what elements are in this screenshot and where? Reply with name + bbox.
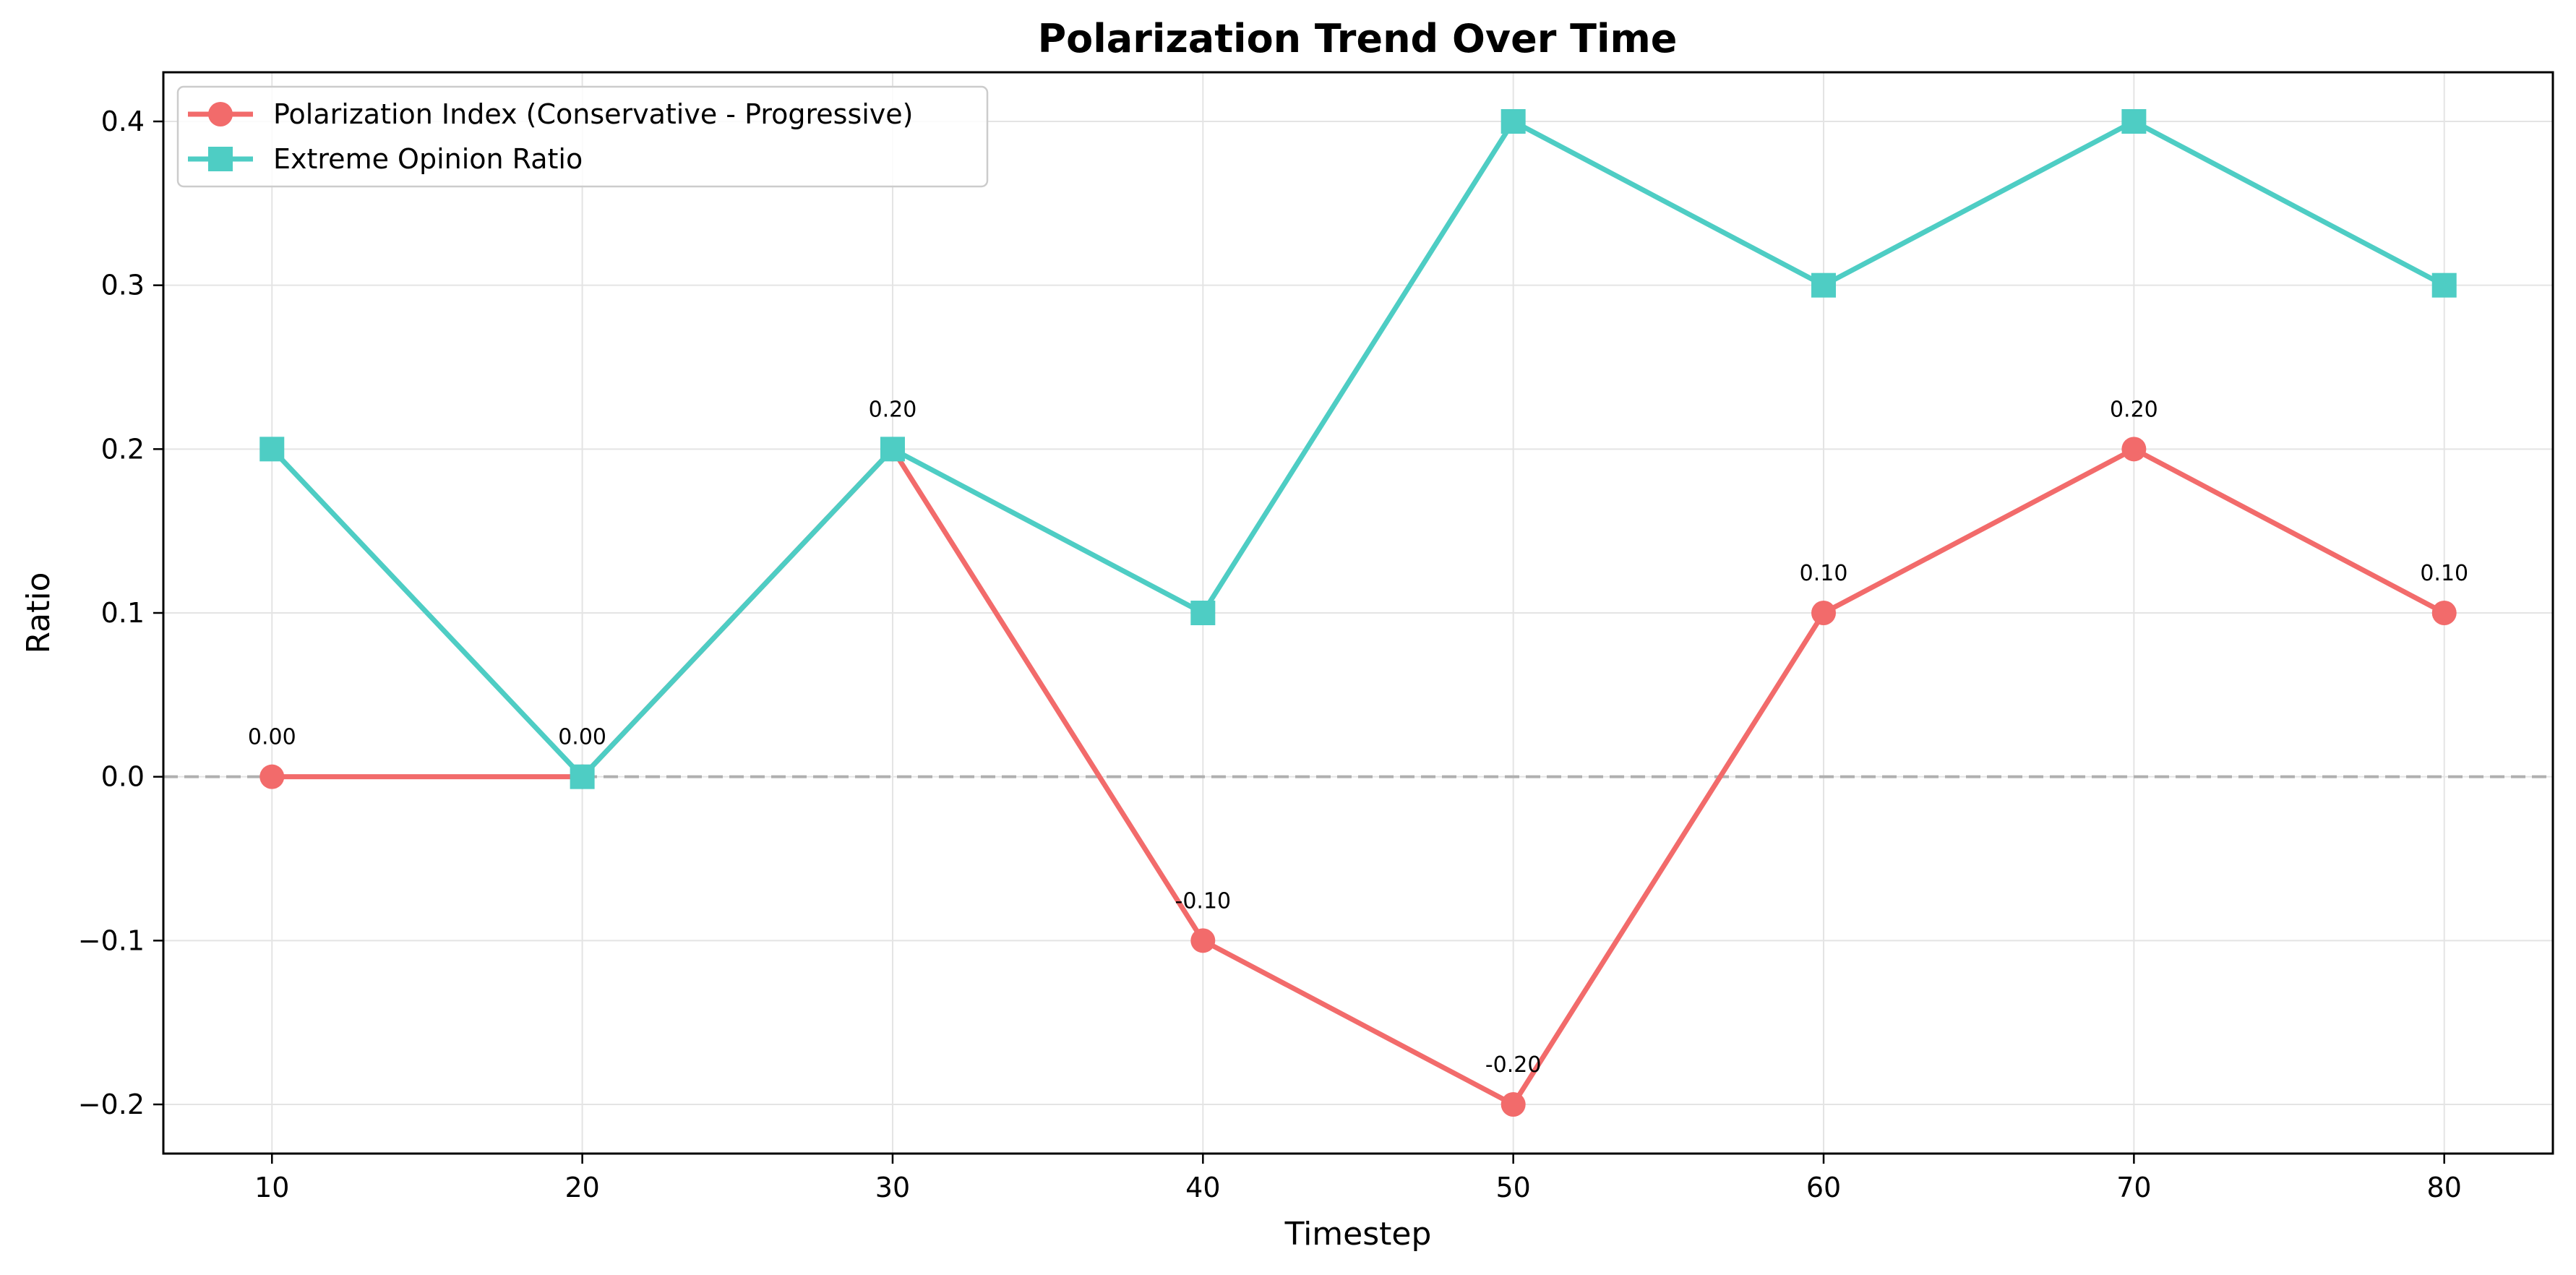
data-point bbox=[2431, 601, 2457, 625]
legend-label: Polarization Index (Conservative - Progr… bbox=[273, 98, 914, 130]
legend-item: Polarization Index (Conservative - Progr… bbox=[188, 98, 914, 130]
y-tick-label: 0.2 bbox=[101, 433, 145, 465]
y-axis-label: Ratio bbox=[20, 572, 57, 654]
x-tick-label: 20 bbox=[564, 1172, 599, 1203]
legend-marker bbox=[208, 102, 233, 126]
data-point bbox=[2121, 437, 2147, 462]
y-tick-label: 0.4 bbox=[101, 106, 145, 137]
x-tick-label: 30 bbox=[875, 1172, 910, 1203]
series-1 bbox=[259, 109, 2457, 789]
chart-title: Polarization Trend Over Time bbox=[1038, 16, 1678, 61]
x-tick-label: 10 bbox=[254, 1172, 289, 1203]
x-tick-label: 40 bbox=[1185, 1172, 1220, 1203]
x-tick-label: 60 bbox=[1806, 1172, 1841, 1203]
data-label: 0.10 bbox=[2420, 561, 2468, 586]
data-point bbox=[1190, 928, 1216, 953]
data-label: 0.20 bbox=[2110, 397, 2158, 422]
data-point bbox=[259, 437, 285, 462]
data-point bbox=[2121, 109, 2147, 134]
data-label: 0.20 bbox=[869, 397, 917, 422]
series-line bbox=[270, 119, 2446, 780]
data-label: -0.20 bbox=[1485, 1052, 1542, 1078]
data-label: -0.10 bbox=[1175, 888, 1232, 914]
y-tick-label: 0.1 bbox=[101, 597, 145, 629]
y-tick-label: 0.3 bbox=[101, 270, 145, 301]
legend-label: Extreme Opinion Ratio bbox=[273, 143, 583, 175]
data-point bbox=[1811, 272, 1837, 298]
x-tick-label: 80 bbox=[2427, 1172, 2462, 1203]
data-label: 0.00 bbox=[558, 725, 606, 750]
data-point bbox=[1500, 109, 1526, 134]
data-point bbox=[570, 764, 595, 789]
data-point bbox=[259, 764, 285, 789]
data-label: 0.10 bbox=[1800, 561, 1848, 586]
data-point bbox=[880, 437, 905, 462]
data-point bbox=[1811, 601, 1837, 625]
y-axis: −0.2 −0.1 0.0 0.1 0.2 0.3 0.4 bbox=[78, 106, 163, 1120]
x-tick-label: 70 bbox=[2116, 1172, 2151, 1203]
data-label: 0.00 bbox=[248, 725, 296, 750]
y-tick-label: −0.2 bbox=[78, 1089, 145, 1120]
y-tick-label: 0.0 bbox=[101, 761, 145, 793]
data-point bbox=[2431, 272, 2457, 298]
legend-marker bbox=[208, 147, 233, 171]
legend: Polarization Index (Conservative - Progr… bbox=[176, 85, 989, 188]
series-layer: 0.00 0.00 0.20 -0.10 -0.20 0.10 0.20 0.10 bbox=[248, 109, 2468, 1117]
legend-box bbox=[176, 85, 989, 188]
x-axis: 10 20 30 40 50 60 70 80 bbox=[254, 1154, 2462, 1203]
data-point bbox=[1190, 601, 1216, 625]
legend-item: Extreme Opinion Ratio bbox=[188, 143, 583, 175]
x-axis-label: Timestep bbox=[1284, 1216, 1432, 1253]
x-tick-label: 50 bbox=[1495, 1172, 1530, 1203]
y-tick-label: −0.1 bbox=[78, 924, 145, 956]
data-point bbox=[1500, 1092, 1526, 1117]
